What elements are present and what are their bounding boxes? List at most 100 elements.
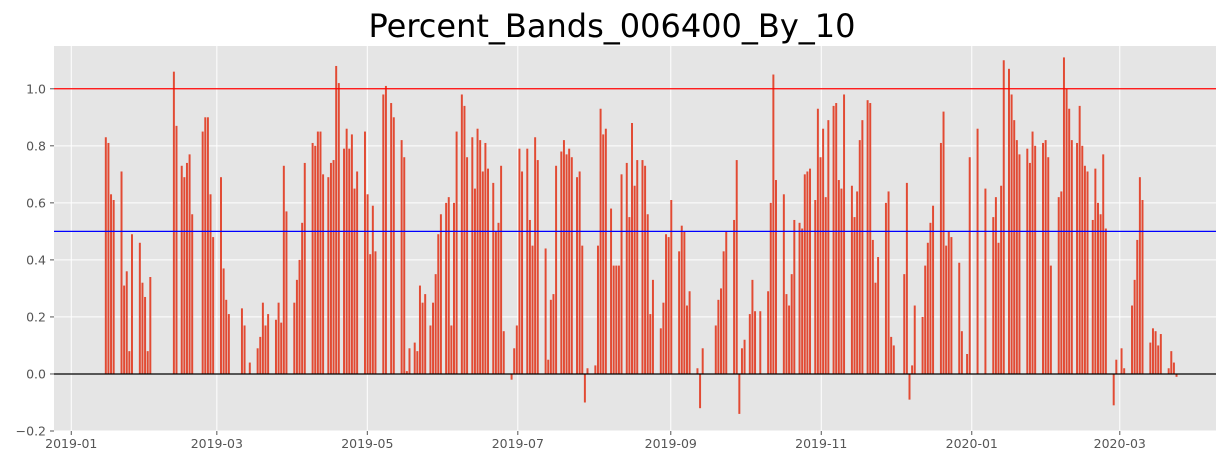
bar [740,348,743,374]
bar [434,274,437,374]
bar [327,177,330,374]
bar [594,365,597,374]
bar [476,128,479,374]
bar [976,128,979,374]
bar [256,348,259,374]
bars [104,57,1178,414]
bar [408,348,411,374]
bar [259,336,262,374]
bar [628,217,631,374]
bar [248,362,251,374]
bar [576,177,579,374]
bar [840,188,843,374]
bar [206,117,209,374]
bar [586,368,589,374]
bar [633,185,636,374]
bar [439,214,442,374]
bar [149,277,152,374]
bar [822,128,825,374]
bar [518,148,521,374]
bar [748,314,751,374]
bar [1170,351,1173,374]
bar [112,200,115,374]
bar [1015,140,1018,374]
bar [649,314,652,374]
bar [515,325,518,374]
bar [521,171,524,374]
bar [329,162,332,374]
bar [384,85,387,374]
bar [908,373,911,400]
bar [966,354,969,374]
bar [502,331,505,374]
bar [492,182,495,374]
bar [123,285,126,374]
bar [1083,165,1086,374]
bar [596,245,599,374]
bar [581,245,584,374]
bar [544,248,547,374]
bar [1031,131,1034,374]
bar [1042,142,1045,374]
bar [374,251,377,374]
bar [138,242,141,374]
bar [549,299,552,374]
bar [348,148,351,374]
x-tick-label: 2019-07 [492,436,544,451]
bar [615,265,618,374]
bar [1172,362,1175,374]
bar [837,180,840,374]
bar [363,131,366,374]
bar [267,314,270,374]
bar [785,294,788,374]
bar [220,177,222,374]
bar [1120,348,1123,374]
bar [481,171,484,374]
bar [531,245,534,374]
bar [264,325,267,374]
bar [471,137,474,374]
bar [1060,191,1063,374]
bar [803,174,806,374]
bar [1078,105,1081,374]
bar [453,202,455,374]
bar [424,294,427,374]
bar [510,373,513,380]
bar [141,282,144,374]
bar [1097,202,1099,374]
bar [819,157,822,374]
bar [356,171,359,374]
bar [670,200,673,374]
bar [620,174,623,374]
bar [421,302,424,374]
bar [688,291,691,374]
chart-title: Percent_Bands_006400_By_10 [369,7,856,45]
bar [1136,239,1139,374]
bar [405,371,408,374]
bar [735,160,738,374]
bar [651,279,654,374]
bar [261,302,264,374]
bar [858,140,861,374]
bar [1013,120,1016,374]
bar [110,194,113,374]
bar [560,151,563,374]
bar [1034,145,1037,374]
bar [814,200,817,374]
bar [513,348,516,374]
y-tick-label: 0.4 [26,252,46,267]
bar [769,202,772,374]
bar [861,120,864,374]
bar [1159,334,1162,374]
bar [832,105,835,374]
bar [599,108,602,374]
bar [790,274,793,374]
bar [617,265,620,374]
y-tick-label: 0.0 [26,366,46,381]
bar [892,345,895,374]
bar [479,140,482,374]
bar [1049,265,1052,374]
bar [1002,60,1005,374]
bar [625,162,628,374]
bar [683,231,686,374]
